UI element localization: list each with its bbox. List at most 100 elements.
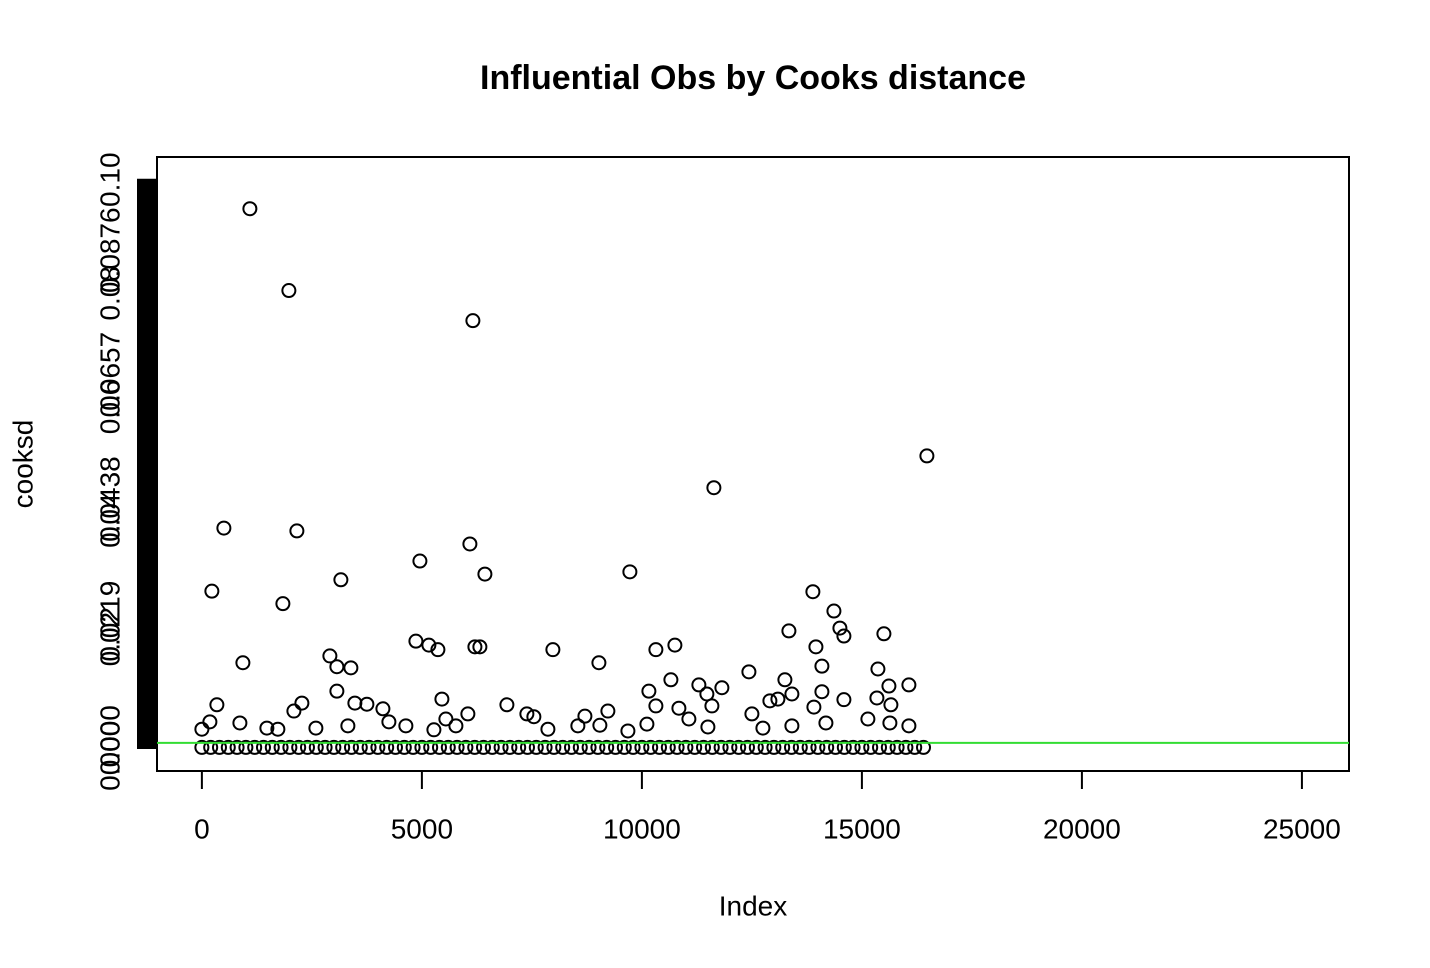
y-tick-label: 0.10 bbox=[94, 152, 125, 207]
point bbox=[460, 706, 476, 722]
point bbox=[216, 520, 232, 536]
point bbox=[329, 659, 345, 675]
x-tick-label: 5000 bbox=[391, 813, 453, 844]
point bbox=[352, 739, 368, 755]
point bbox=[741, 664, 757, 680]
point bbox=[870, 661, 886, 677]
point bbox=[766, 739, 782, 755]
point bbox=[343, 739, 359, 755]
point bbox=[467, 639, 483, 655]
point bbox=[526, 709, 542, 725]
point bbox=[194, 721, 210, 737]
point bbox=[465, 313, 481, 329]
point bbox=[326, 739, 342, 755]
point bbox=[340, 718, 356, 734]
point bbox=[748, 739, 764, 755]
point bbox=[430, 642, 446, 658]
point bbox=[242, 201, 258, 217]
point bbox=[808, 639, 824, 655]
point bbox=[714, 680, 730, 696]
point bbox=[581, 739, 597, 755]
y-axis-label: cooksd bbox=[7, 420, 38, 509]
point bbox=[440, 739, 456, 755]
point bbox=[607, 739, 623, 755]
point bbox=[405, 739, 421, 755]
point bbox=[592, 717, 608, 733]
point bbox=[546, 739, 562, 755]
point bbox=[259, 720, 275, 736]
point bbox=[412, 553, 428, 569]
y-tick-label: 0.0000 bbox=[94, 705, 125, 791]
point bbox=[408, 633, 424, 649]
point bbox=[801, 739, 817, 755]
point bbox=[775, 739, 791, 755]
point bbox=[270, 721, 286, 737]
point bbox=[634, 739, 650, 755]
point bbox=[448, 718, 464, 734]
point bbox=[398, 718, 414, 734]
y-tick-label: 0.0438 bbox=[94, 456, 125, 542]
point bbox=[343, 660, 359, 676]
point bbox=[828, 739, 844, 755]
point bbox=[792, 739, 808, 755]
point bbox=[359, 696, 375, 712]
point bbox=[616, 739, 632, 755]
point bbox=[202, 714, 218, 730]
point bbox=[203, 739, 219, 755]
point bbox=[695, 739, 711, 755]
point bbox=[762, 693, 778, 709]
point bbox=[784, 686, 800, 702]
point bbox=[229, 739, 245, 755]
point bbox=[643, 739, 659, 755]
point bbox=[704, 739, 720, 755]
x-axis-label: Index bbox=[719, 890, 788, 921]
point bbox=[898, 739, 914, 755]
point bbox=[744, 706, 760, 722]
point bbox=[282, 739, 298, 755]
point bbox=[814, 684, 830, 700]
point bbox=[880, 739, 896, 755]
point bbox=[639, 716, 655, 732]
point bbox=[462, 536, 478, 552]
point bbox=[570, 718, 586, 734]
point bbox=[264, 739, 280, 755]
point bbox=[863, 739, 879, 755]
y-tick-label: 0.06 bbox=[94, 380, 125, 435]
point bbox=[375, 701, 391, 717]
point bbox=[493, 739, 509, 755]
y-tick-label: 0.0219 bbox=[94, 581, 125, 667]
point bbox=[622, 564, 638, 580]
y-tick-label: 0.08 bbox=[94, 266, 125, 321]
y-tick-band bbox=[137, 179, 157, 748]
point bbox=[836, 692, 852, 708]
point bbox=[648, 698, 664, 714]
point bbox=[563, 739, 579, 755]
point bbox=[194, 739, 210, 755]
point bbox=[426, 722, 442, 738]
point bbox=[854, 739, 870, 755]
point bbox=[475, 739, 491, 755]
point bbox=[757, 739, 773, 755]
point bbox=[625, 739, 641, 755]
point bbox=[901, 718, 917, 734]
point bbox=[832, 620, 848, 636]
point bbox=[414, 739, 430, 755]
point bbox=[876, 626, 892, 642]
point bbox=[836, 739, 852, 755]
point bbox=[286, 703, 302, 719]
point bbox=[381, 714, 397, 730]
point bbox=[387, 739, 403, 755]
x-tick-label: 15000 bbox=[823, 813, 901, 844]
point bbox=[519, 706, 535, 722]
point bbox=[458, 739, 474, 755]
point bbox=[275, 596, 291, 612]
point bbox=[477, 566, 493, 582]
x-tick-label: 25000 bbox=[1263, 813, 1341, 844]
point bbox=[472, 639, 488, 655]
point bbox=[361, 739, 377, 755]
point bbox=[335, 739, 351, 755]
point bbox=[299, 739, 315, 755]
point bbox=[370, 739, 386, 755]
point bbox=[232, 715, 248, 731]
